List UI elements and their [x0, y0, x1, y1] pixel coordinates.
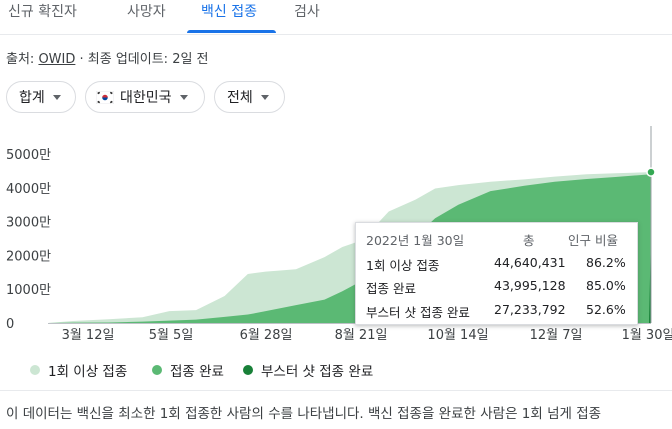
- caret-down-icon: [260, 94, 269, 100]
- y-tick-label: 4000만: [6, 182, 51, 197]
- legend-label: 부스터 샷 접종 완료: [261, 364, 374, 380]
- age-filter-label: 전체: [227, 90, 253, 106]
- y-tick-label: 2000만: [6, 249, 51, 264]
- country-filter-chip[interactable]: 대한민국: [85, 81, 205, 113]
- y-tick-label: 3000만: [6, 216, 51, 231]
- tooltip-row-label: 접종 완료: [366, 281, 416, 296]
- tooltip-row-ratio: 86.2%: [586, 255, 626, 270]
- aggregate-filter-chip[interactable]: 합계: [6, 81, 76, 113]
- chart-description: 이 데이터는 백신을 최소한 1회 접종한 사람의 수를 나타냅니다. 백신 접…: [6, 406, 602, 422]
- y-tick-label: 1000만: [6, 283, 51, 298]
- y-axis-labels: 5000만 4000만 3000만 2000만 1000만 0: [6, 148, 51, 332]
- legend-swatch: [30, 365, 40, 375]
- chart-hover-overlay: [646, 126, 656, 323]
- caret-down-icon: [52, 94, 61, 100]
- x-tick-label: 10월 14일: [427, 328, 488, 343]
- legend-item-booster[interactable]: 부스터 샷 접종 완료: [243, 360, 373, 380]
- tooltip-row-ratio: 85.0%: [586, 278, 626, 293]
- legend-label: 접종 완료: [170, 364, 224, 380]
- tooltip-row-ratio: 52.6%: [586, 302, 626, 317]
- x-tick-label: 5월 5일: [149, 328, 194, 343]
- update-info: · 최종 업데이트: 2일 전: [75, 52, 209, 67]
- tooltip-col-total: 총: [523, 233, 535, 248]
- chart-tooltip: 2022년 1월 30일 총 인구 비율 1회 이상 접종 44,640,431…: [355, 222, 638, 325]
- tab-deaths[interactable]: 사망자: [127, 4, 166, 20]
- country-filter-label: 대한민국: [120, 90, 172, 106]
- korea-flag-icon: [96, 90, 114, 104]
- x-tick-label: 6월 28일: [240, 328, 293, 343]
- tab-vaccinations[interactable]: 백신 접종: [201, 4, 257, 20]
- x-axis-labels: 3월 12일 5월 5일 6월 28일 8월 21일 10월 14일 12월 7일 1월 3…: [62, 328, 672, 343]
- legend-swatch: [152, 365, 162, 375]
- source-link[interactable]: OWID: [38, 52, 76, 67]
- legend-label: 1회 이상 접종: [48, 364, 128, 380]
- legend-swatch: [243, 365, 253, 375]
- tab-bar: 신규 확진자 사망자 백신 접종 검사: [0, 0, 672, 35]
- tooltip-col-ratio: 인구 비율: [568, 233, 618, 248]
- aggregate-filter-label: 합계: [19, 90, 45, 106]
- x-tick-label: 1월 30일: [622, 328, 672, 343]
- x-tick-label: 12월 7일: [530, 328, 583, 343]
- tab-tests[interactable]: 검사: [294, 4, 320, 20]
- tooltip-row-total: 43,995,128: [494, 278, 566, 293]
- y-tick-label: 5000만: [6, 148, 51, 163]
- source-line: 출처: OWID · 최종 업데이트: 2일 전: [6, 48, 209, 67]
- y-tick-label: 0: [6, 317, 14, 332]
- age-filter-chip[interactable]: 전체: [214, 81, 285, 113]
- legend-item-fully-vaccinated[interactable]: 접종 완료: [152, 360, 224, 380]
- tab-new-cases[interactable]: 신규 확진자: [8, 4, 77, 20]
- tooltip-row-label: 1회 이상 접종: [366, 258, 440, 273]
- x-tick-label: 8월 21일: [335, 328, 388, 343]
- legend-item-first-dose[interactable]: 1회 이상 접종: [30, 360, 127, 380]
- tooltip-row-total: 44,640,431: [494, 255, 566, 270]
- x-tick-label: 3월 12일: [62, 328, 115, 343]
- tooltip-row-label: 부스터 샷 접종 완료: [366, 305, 470, 320]
- tooltip-date: 2022년 1월 30일: [366, 233, 465, 248]
- hover-point: [646, 167, 656, 177]
- active-tab-indicator: [187, 30, 276, 33]
- source-prefix: 출처:: [6, 52, 35, 67]
- caret-down-icon: [179, 94, 188, 100]
- tooltip-row-total: 27,233,792: [494, 302, 566, 317]
- section-divider: [0, 390, 672, 391]
